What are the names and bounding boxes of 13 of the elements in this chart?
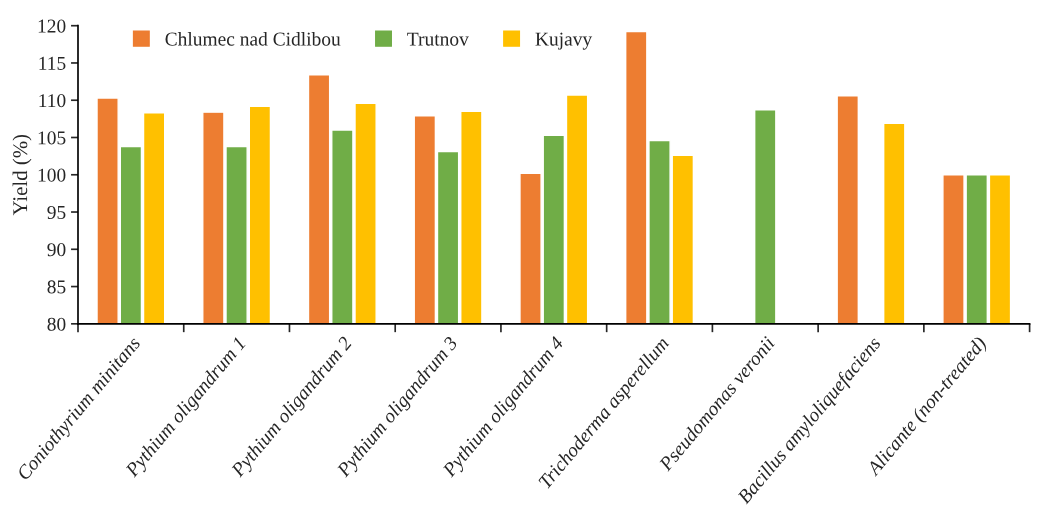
y-tick-label: 100 <box>38 168 66 182</box>
y-tick-label: 95 <box>47 205 66 219</box>
y-tick-label: 105 <box>38 131 66 145</box>
y-tick-label: 80 <box>47 317 66 331</box>
y-tick-label: 90 <box>47 243 66 257</box>
legend-label: Trutnov <box>407 32 469 46</box>
y-tick-label: 85 <box>47 280 66 294</box>
y-tick-label: 115 <box>39 56 66 70</box>
y-axis-title: Yield (%) <box>12 134 32 216</box>
y-tick-label: 120 <box>38 19 66 33</box>
legend-label: Kujavy <box>535 32 593 50</box>
legend-label: Chlumec nad Cidlibou <box>165 31 341 46</box>
y-tick-label: 110 <box>39 94 66 108</box>
